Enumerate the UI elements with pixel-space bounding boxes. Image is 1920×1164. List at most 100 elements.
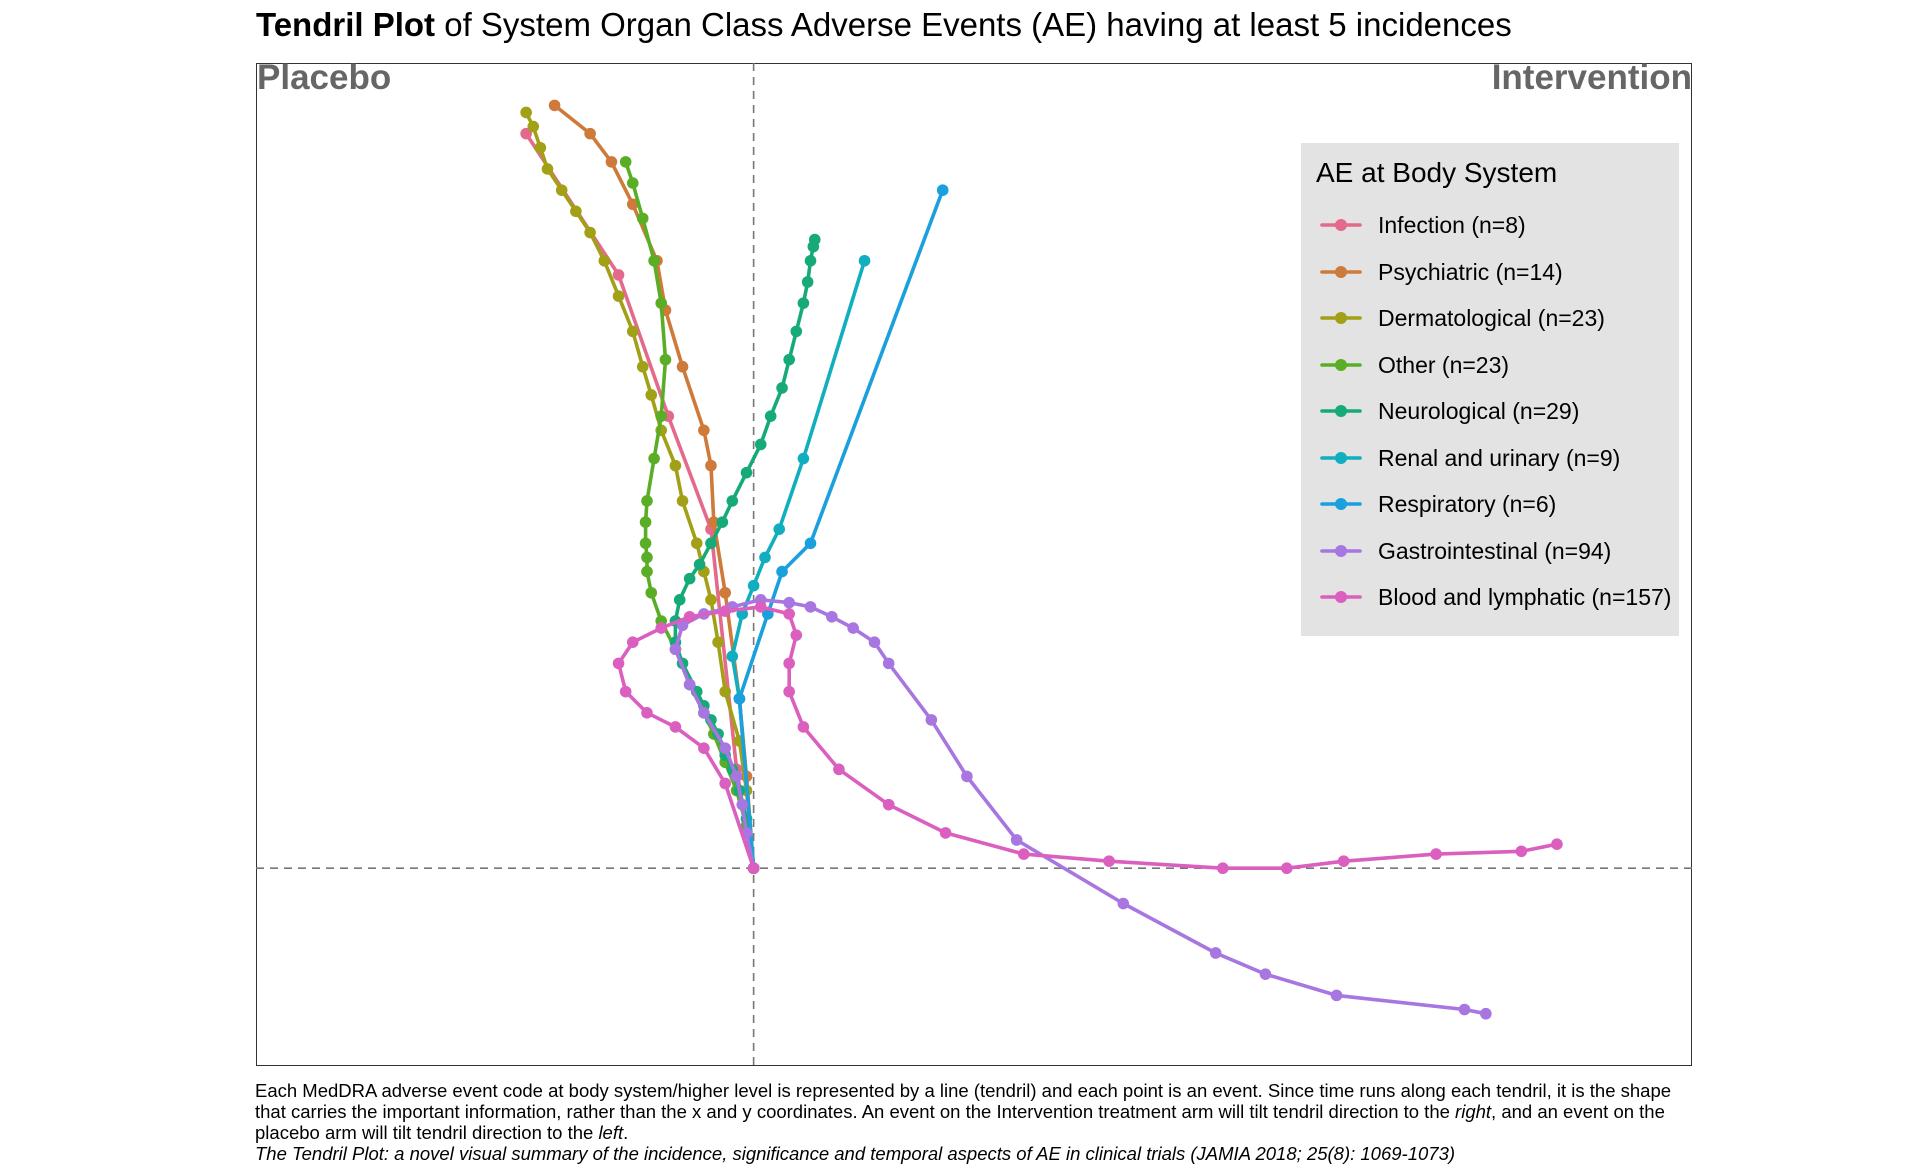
legend: AE at Body System Infection (n=8) Psychia… bbox=[1301, 143, 1679, 636]
series-point bbox=[868, 636, 881, 648]
series-point bbox=[1280, 862, 1293, 875]
series-point bbox=[797, 721, 810, 733]
series-point bbox=[1551, 838, 1563, 851]
series-point bbox=[626, 325, 639, 338]
caption-citation: The Tendril Plot: a novel visual summary… bbox=[255, 1143, 1456, 1164]
series-point bbox=[783, 608, 795, 620]
legend-key-point bbox=[1335, 265, 1347, 278]
chart-title-bold: Tendril Plot bbox=[256, 6, 436, 43]
series-point bbox=[801, 276, 814, 288]
plot-panel bbox=[256, 63, 1692, 1066]
series-point bbox=[847, 622, 859, 634]
placebo-arm-label: Placebo bbox=[257, 58, 392, 97]
caption-text-1: Each MedDRA adverse event code at body s… bbox=[255, 1080, 1672, 1122]
series-point bbox=[673, 594, 686, 606]
caption-text-2: , and an event on the placebo arm will t… bbox=[255, 1101, 1665, 1143]
series-point bbox=[605, 156, 618, 168]
series-point bbox=[719, 742, 731, 754]
series-point bbox=[683, 572, 696, 585]
series-point bbox=[712, 636, 724, 648]
series-point bbox=[527, 120, 540, 133]
legend-key-point bbox=[1335, 544, 1347, 557]
caption-description: Each MedDRA adverse event code at body s… bbox=[255, 1080, 1695, 1143]
series-point bbox=[655, 297, 668, 309]
series-point bbox=[1480, 1007, 1492, 1020]
series-point bbox=[797, 452, 810, 465]
series-point bbox=[639, 516, 652, 528]
series-point bbox=[726, 495, 739, 507]
legend-item: Blood and lymphatic (n=157) bbox=[1316, 577, 1676, 617]
series-point bbox=[570, 205, 582, 218]
series-point bbox=[584, 127, 596, 140]
series-point bbox=[790, 325, 803, 338]
series-point bbox=[790, 629, 803, 641]
series-point bbox=[676, 495, 689, 507]
series-point bbox=[619, 685, 632, 698]
legend-item: Renal and urinary (n=9) bbox=[1316, 438, 1676, 478]
series-point bbox=[669, 643, 682, 656]
series-point bbox=[520, 106, 532, 119]
series-point bbox=[804, 254, 817, 267]
legend-label: Respiratory (n=6) bbox=[1378, 491, 1557, 517]
series-point bbox=[648, 254, 660, 267]
series-point bbox=[1017, 848, 1030, 860]
legend-item: Psychiatric (n=14) bbox=[1316, 252, 1676, 292]
series-point bbox=[1515, 845, 1528, 858]
legend-key bbox=[1320, 219, 1362, 231]
series-point bbox=[641, 707, 653, 719]
series-point bbox=[754, 438, 767, 451]
series-point bbox=[676, 360, 689, 373]
series-point bbox=[733, 692, 746, 705]
series-point bbox=[641, 551, 653, 564]
series-point bbox=[659, 353, 672, 366]
series-point bbox=[730, 770, 743, 783]
legend-label: Gastrointestinal (n=94) bbox=[1378, 537, 1612, 564]
legend-key-point bbox=[1335, 405, 1347, 417]
legend-label: Psychiatric (n=14) bbox=[1378, 258, 1563, 285]
series-point bbox=[939, 827, 952, 839]
legend-label: Blood and lymphatic (n=157) bbox=[1378, 584, 1672, 610]
series-point bbox=[1259, 968, 1272, 980]
series-point bbox=[1430, 848, 1442, 860]
series-point bbox=[826, 610, 838, 623]
series-point bbox=[797, 297, 810, 309]
series-point bbox=[555, 184, 568, 196]
legend-key bbox=[1320, 312, 1362, 324]
series-point bbox=[548, 99, 561, 112]
series-point bbox=[693, 558, 706, 571]
series-point bbox=[804, 601, 817, 613]
series-point bbox=[520, 127, 532, 140]
legend-key bbox=[1320, 591, 1362, 603]
caption-left-word: left bbox=[598, 1122, 624, 1143]
legend-title: AE at Body System bbox=[1316, 157, 1558, 188]
series-point bbox=[808, 233, 821, 246]
caption: Each MedDRA adverse event code at body s… bbox=[255, 1080, 1695, 1164]
series-point bbox=[783, 596, 795, 609]
series-group bbox=[733, 184, 949, 875]
series-point bbox=[716, 516, 729, 528]
series-point bbox=[639, 537, 652, 550]
legend-label: Dermatological (n=23) bbox=[1378, 305, 1605, 331]
series-point bbox=[776, 382, 788, 394]
series-point bbox=[698, 707, 710, 719]
series-line bbox=[673, 597, 1488, 1016]
legend-key bbox=[1320, 498, 1362, 510]
series-point bbox=[705, 537, 717, 550]
series-point bbox=[698, 742, 710, 754]
series-point bbox=[1330, 989, 1343, 1002]
series-point bbox=[683, 610, 696, 623]
series-point bbox=[655, 410, 668, 422]
series-point bbox=[534, 141, 547, 154]
series-point bbox=[773, 523, 786, 535]
legend-label: Infection (n=8) bbox=[1378, 212, 1526, 238]
series-point bbox=[612, 290, 625, 302]
series-point bbox=[690, 537, 703, 550]
series-point bbox=[736, 798, 749, 811]
series-point bbox=[541, 163, 554, 175]
series-point bbox=[776, 565, 788, 578]
series-point bbox=[1103, 855, 1115, 867]
series-point bbox=[584, 226, 596, 239]
series-point bbox=[925, 714, 938, 726]
series-point bbox=[1217, 862, 1229, 875]
series-point bbox=[636, 360, 649, 373]
